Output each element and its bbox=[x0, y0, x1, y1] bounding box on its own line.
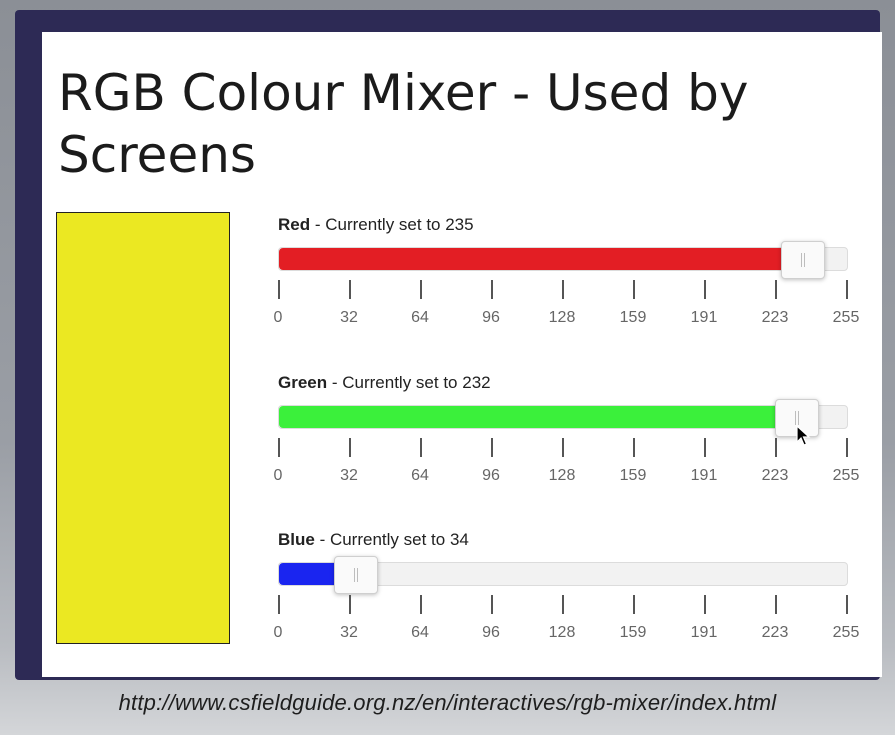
blue-tick-label: 0 bbox=[273, 624, 283, 641]
red-tick-mark bbox=[349, 280, 351, 299]
green-tick-label: 64 bbox=[411, 467, 429, 484]
blue-tick-label: 32 bbox=[340, 624, 358, 641]
blue-tick-mark bbox=[491, 595, 493, 614]
red-tick-label: 64 bbox=[411, 309, 429, 326]
red-slider-group: Red - Currently set to 235 0 32 64 96 128 159… bbox=[274, 215, 868, 335]
red-tick-label: 159 bbox=[619, 309, 647, 326]
blue-tick-label: 191 bbox=[690, 624, 718, 641]
green-slider-label: Green - Currently set to 232 bbox=[278, 373, 491, 393]
blue-slider-ticks bbox=[278, 595, 848, 617]
red-tick-mark bbox=[278, 280, 280, 299]
green-tick-label: 223 bbox=[761, 467, 789, 484]
page-title: RGB Colour Mixer - Used by Screens bbox=[58, 64, 749, 184]
green-slider-track[interactable] bbox=[278, 399, 848, 437]
blue-slider-track[interactable] bbox=[278, 556, 848, 594]
red-tick-mark bbox=[846, 280, 848, 299]
blue-tick-mark bbox=[846, 595, 848, 614]
red-tick-mark bbox=[562, 280, 564, 299]
green-tick-label: 191 bbox=[690, 467, 718, 484]
green-tick-mark bbox=[633, 438, 635, 457]
green-channel-name: Green bbox=[278, 373, 328, 392]
blue-tick-label: 128 bbox=[548, 624, 576, 641]
presentation-frame: RGB Colour Mixer - Used by Screens Red -… bbox=[15, 10, 882, 680]
rgb-mixer-panel: RGB Colour Mixer - Used by Screens Red -… bbox=[42, 32, 882, 677]
green-tick-label: 159 bbox=[619, 467, 647, 484]
red-slider-label: Red - Currently set to 235 bbox=[278, 215, 474, 235]
red-tick-mark bbox=[491, 280, 493, 299]
blue-slider-thumb[interactable] bbox=[333, 556, 378, 594]
green-tick-label: 96 bbox=[482, 467, 500, 484]
blue-tick-mark bbox=[704, 595, 706, 614]
green-slider-fill bbox=[279, 406, 796, 428]
mouse-pointer-icon bbox=[796, 425, 811, 446]
red-tick-mark bbox=[704, 280, 706, 299]
green-tick-mark bbox=[846, 438, 848, 457]
blue-tick-label: 223 bbox=[761, 624, 789, 641]
green-tick-mark bbox=[704, 438, 706, 457]
blue-tick-label: 96 bbox=[482, 624, 500, 641]
red-status-text: - Currently set to 235 bbox=[310, 215, 474, 234]
green-tick-label: 255 bbox=[832, 467, 860, 484]
red-tick-mark bbox=[420, 280, 422, 299]
blue-tick-mark bbox=[633, 595, 635, 614]
red-tick-label: 0 bbox=[273, 309, 283, 326]
red-slider-fill bbox=[279, 248, 803, 270]
red-tick-label: 223 bbox=[761, 309, 789, 326]
red-slider-track[interactable] bbox=[278, 241, 848, 279]
blue-channel-name: Blue bbox=[278, 530, 315, 549]
blue-slider-group: Blue - Currently set to 34 0 32 64 96 128 159… bbox=[274, 530, 868, 650]
green-slider-ticks bbox=[278, 438, 848, 460]
green-tick-label: 0 bbox=[273, 467, 283, 484]
blue-tick-mark bbox=[278, 595, 280, 614]
red-channel-name: Red bbox=[278, 215, 311, 234]
red-tick-label: 191 bbox=[690, 309, 718, 326]
green-tick-label: 128 bbox=[548, 467, 576, 484]
green-slider-group: Green - Currently set to 232 0 32 64 96 128 1… bbox=[274, 373, 868, 493]
red-slider-ticks bbox=[278, 280, 848, 302]
green-tick-mark bbox=[349, 438, 351, 457]
blue-status-text: - Currently set to 34 bbox=[314, 530, 469, 549]
green-tick-mark bbox=[562, 438, 564, 457]
red-tick-label: 96 bbox=[482, 309, 500, 326]
red-tick-mark bbox=[633, 280, 635, 299]
green-tick-mark bbox=[420, 438, 422, 457]
blue-slider-label: Blue - Currently set to 34 bbox=[278, 530, 469, 550]
red-slider-thumb[interactable] bbox=[781, 241, 826, 279]
green-tick-mark bbox=[278, 438, 280, 457]
blue-tick-mark bbox=[562, 595, 564, 614]
colour-preview-swatch bbox=[56, 212, 230, 644]
blue-tick-mark bbox=[775, 595, 777, 614]
blue-tick-label: 64 bbox=[411, 624, 429, 641]
red-tick-mark bbox=[775, 280, 777, 299]
green-status-text: - Currently set to 232 bbox=[327, 373, 491, 392]
blue-tick-label: 255 bbox=[832, 624, 860, 641]
red-tick-label: 128 bbox=[548, 309, 576, 326]
blue-tick-label: 159 bbox=[619, 624, 647, 641]
red-tick-label: 255 bbox=[832, 309, 860, 326]
green-tick-mark bbox=[491, 438, 493, 457]
green-tick-label: 32 bbox=[340, 467, 358, 484]
blue-tick-mark bbox=[349, 595, 351, 614]
green-tick-mark bbox=[775, 438, 777, 457]
source-url: http://www.csfieldguide.org.nz/en/intera… bbox=[118, 690, 777, 715]
blue-tick-mark bbox=[420, 595, 422, 614]
red-tick-label: 32 bbox=[340, 309, 358, 326]
